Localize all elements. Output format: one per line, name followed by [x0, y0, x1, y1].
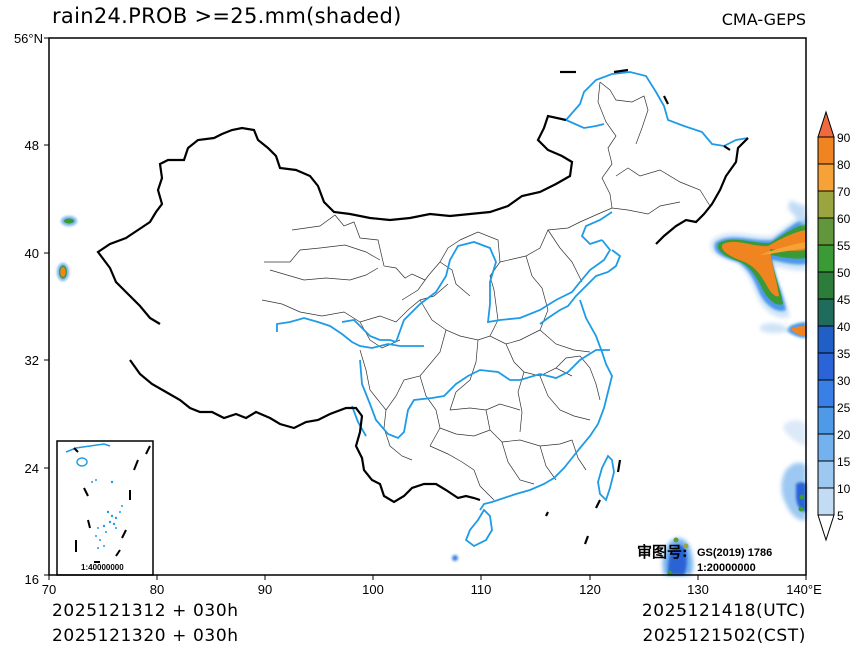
map-scale: 1:20000000: [697, 562, 756, 574]
init-time-utc: 2025121312 + 030h: [52, 601, 239, 621]
cb-label-5: 5: [837, 509, 844, 523]
colorbar-labels: 90 80 70 60 55 50 45 40 35 30 25 20 15 1…: [837, 131, 851, 523]
dash-lines: [545, 459, 622, 545]
cb-label-15: 15: [837, 455, 851, 469]
lat-label-48: 48: [25, 138, 39, 153]
lon-label-80: 80: [150, 582, 164, 597]
cb-label-25: 25: [837, 401, 851, 415]
lat-label-32: 32: [25, 353, 39, 368]
lon-axis: 70 80 90 100 110 120 130 140°E: [42, 575, 822, 597]
lat-label-24: 24: [25, 461, 39, 476]
lon-label-140: 140°E: [786, 582, 822, 597]
cb-label-80: 80: [837, 158, 851, 172]
model-name: CMA-GEPS: [721, 10, 806, 29]
cb-label-70: 70: [837, 185, 851, 199]
shade-east-band: [710, 212, 806, 338]
cb-label-45: 45: [837, 293, 851, 307]
plot-frame: [48, 37, 807, 576]
valid-time-utc: 2025121418(UTC): [641, 601, 806, 621]
cb-label-35: 35: [837, 347, 851, 361]
lat-label-16: 16: [25, 572, 39, 587]
lon-label-110: 110: [471, 582, 492, 597]
province-borders: [261, 81, 711, 501]
lon-label-130: 130: [687, 582, 709, 597]
lat-axis: 56°N 48 40 32 24 16: [14, 31, 49, 587]
cb-label-55: 55: [837, 239, 851, 253]
national-border: [96, 68, 749, 504]
cb-label-60: 60: [837, 212, 851, 226]
inset-scale: 1:40000000: [81, 563, 124, 572]
lon-label-120: 120: [579, 582, 601, 597]
shade-southeast: [662, 200, 806, 576]
cb-label-50: 50: [837, 266, 851, 280]
lon-label-70: 70: [42, 582, 56, 597]
lat-label-56: 56°N: [14, 31, 43, 46]
lon-label-90: 90: [258, 582, 272, 597]
cb-label-40: 40: [837, 320, 851, 334]
cb-label-20: 20: [837, 428, 851, 442]
lon-label-100: 100: [362, 582, 384, 597]
inset-map: 1:40000000: [56, 440, 154, 576]
colorbar: [817, 110, 835, 542]
lat-label-40: 40: [25, 246, 39, 261]
cb-label-10: 10: [837, 482, 851, 496]
cb-label-90: 90: [837, 131, 851, 145]
chart-title: rain24.PROB >=25.mm(shaded): [52, 4, 402, 28]
cb-label-30: 30: [837, 374, 851, 388]
probability-shading: [57, 200, 806, 576]
review-number: GS(2019) 1786: [697, 547, 772, 559]
init-time-cst: 2025121320 + 030h: [52, 626, 239, 646]
rivers-coastline: [276, 71, 749, 548]
review-label: 审图号:: [637, 543, 688, 561]
shade-west: [57, 216, 458, 561]
valid-time-cst: 2025121502(CST): [642, 626, 806, 646]
review-annotation: 审图号: GS(2019) 1786 1:20000000: [637, 543, 772, 574]
